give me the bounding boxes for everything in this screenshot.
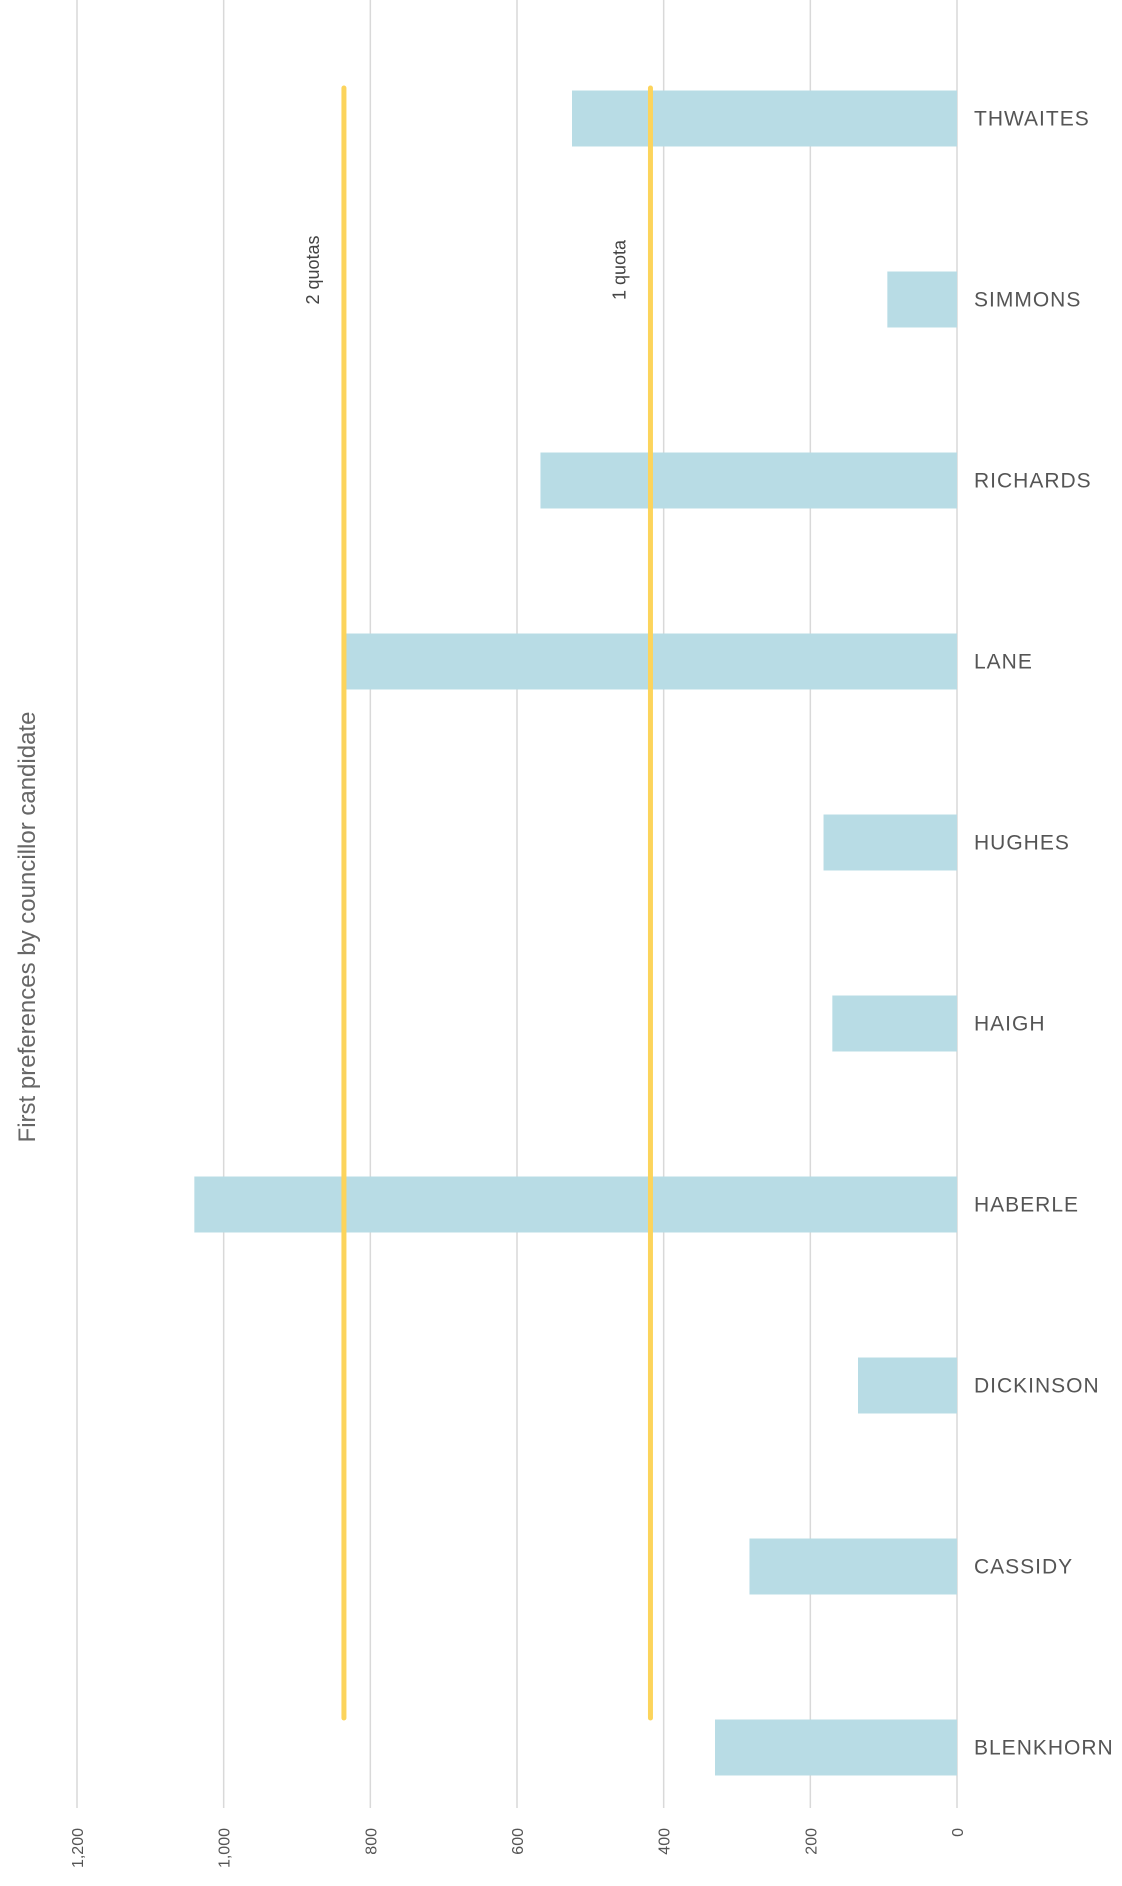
bars <box>194 90 958 1776</box>
chart-title: First preferences by councillor candidat… <box>14 712 41 1143</box>
bar <box>572 90 957 147</box>
category-label: SIMMONS <box>974 289 1081 312</box>
bar <box>858 1357 957 1414</box>
category-label: BLENKHORN <box>974 1737 1114 1760</box>
bar <box>540 452 957 509</box>
bar <box>887 271 957 328</box>
category-label: LANE <box>974 651 1033 674</box>
category-label: RICHARDS <box>974 470 1092 493</box>
bar <box>194 1176 958 1233</box>
category-label: HAIGH <box>974 1013 1046 1036</box>
category-label: CASSIDY <box>974 1556 1073 1579</box>
tick-label: 0 <box>950 1828 967 1837</box>
category-labels: THWAITES SIMMONS RICHARDS LANE HUGHES HAIGH HA… <box>974 108 1114 1760</box>
bar <box>832 995 957 1052</box>
reference-line-label: 1 quota <box>609 239 629 300</box>
tick-label: 1,000 <box>217 1828 234 1868</box>
reference-lines: 1 quota 2 quotas <box>303 85 653 1721</box>
reference-line-label: 2 quotas <box>303 235 323 304</box>
tick-label: 1,200 <box>70 1828 87 1868</box>
category-label: THWAITES <box>974 108 1090 131</box>
bar <box>749 1538 957 1595</box>
category-label: HABERLE <box>974 1194 1079 1217</box>
bar <box>715 1719 957 1776</box>
grid <box>76 0 958 1808</box>
category-label: HUGHES <box>974 832 1070 855</box>
category-label: DICKINSON <box>974 1375 1100 1398</box>
bar <box>823 814 957 871</box>
tick-label: 800 <box>363 1828 380 1855</box>
tick-label: 600 <box>510 1828 527 1855</box>
tick-labels: 0 200 400 600 800 1,000 1,200 <box>70 1828 967 1868</box>
tick-label: 200 <box>803 1828 820 1855</box>
tick-label: 400 <box>657 1828 674 1855</box>
